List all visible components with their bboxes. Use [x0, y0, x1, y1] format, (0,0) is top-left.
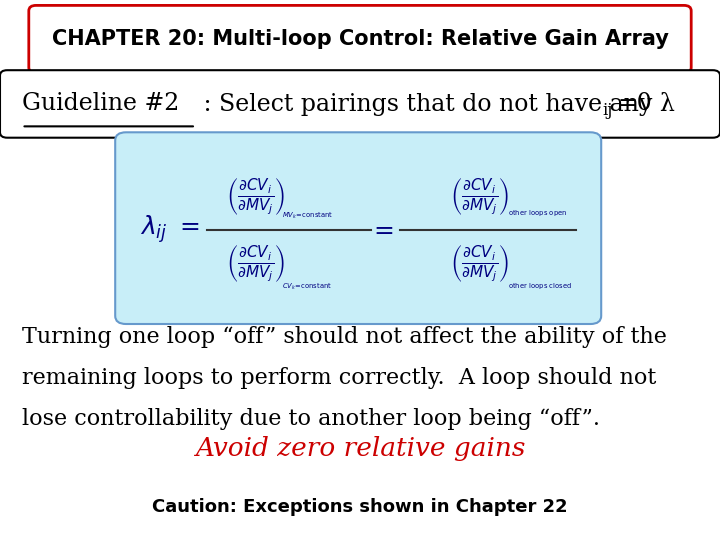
FancyBboxPatch shape: [0, 70, 720, 138]
Text: $\left(\dfrac{\partial CV_i}{\partial MV_j}\right)$: $\left(\dfrac{\partial CV_i}{\partial MV…: [449, 243, 508, 284]
Text: ij: ij: [602, 102, 612, 119]
Text: ${}_{\mathrm{other\ loops\ closed}}$: ${}_{\mathrm{other\ loops\ closed}}$: [508, 282, 572, 292]
Text: lose controllability due to another loop being “off”.: lose controllability due to another loop…: [22, 408, 600, 429]
Text: $\left(\dfrac{\partial CV_i}{\partial MV_j}\right)$: $\left(\dfrac{\partial CV_i}{\partial MV…: [226, 176, 285, 217]
Text: : Select pairings that do not have any λ: : Select pairings that do not have any λ: [196, 92, 675, 116]
Text: remaining loops to perform correctly.  A loop should not: remaining loops to perform correctly. A …: [22, 367, 656, 389]
Text: ${}_{MV_k\!=\!\mathrm{constant}}$: ${}_{MV_k\!=\!\mathrm{constant}}$: [282, 211, 333, 221]
Text: ${}_{\mathrm{other\ loops\ open}}$: ${}_{\mathrm{other\ loops\ open}}$: [508, 210, 567, 219]
Text: Avoid zero relative gains: Avoid zero relative gains: [195, 436, 525, 461]
Text: $\left(\dfrac{\partial CV_i}{\partial MV_j}\right)$: $\left(\dfrac{\partial CV_i}{\partial MV…: [226, 243, 285, 284]
Text: Turning one loop “off” should not affect the ability of the: Turning one loop “off” should not affect…: [22, 327, 667, 348]
Text: $\left(\dfrac{\partial CV_i}{\partial MV_j}\right)$: $\left(\dfrac{\partial CV_i}{\partial MV…: [449, 176, 508, 217]
Text: $\lambda_{ij}\ =$: $\lambda_{ij}\ =$: [140, 214, 200, 245]
Text: Guideline #2: Guideline #2: [22, 92, 179, 115]
Text: CHAPTER 20: Multi-loop Control: Relative Gain Array: CHAPTER 20: Multi-loop Control: Relative…: [52, 29, 668, 49]
Text: ${}_{CV_k\!=\!\mathrm{constant}}$: ${}_{CV_k\!=\!\mathrm{constant}}$: [282, 281, 333, 292]
Text: =0: =0: [618, 92, 652, 115]
Text: Caution: Exceptions shown in Chapter 22: Caution: Exceptions shown in Chapter 22: [152, 497, 568, 516]
FancyBboxPatch shape: [29, 5, 691, 73]
FancyBboxPatch shape: [115, 132, 601, 324]
Text: $=$: $=$: [369, 218, 394, 241]
